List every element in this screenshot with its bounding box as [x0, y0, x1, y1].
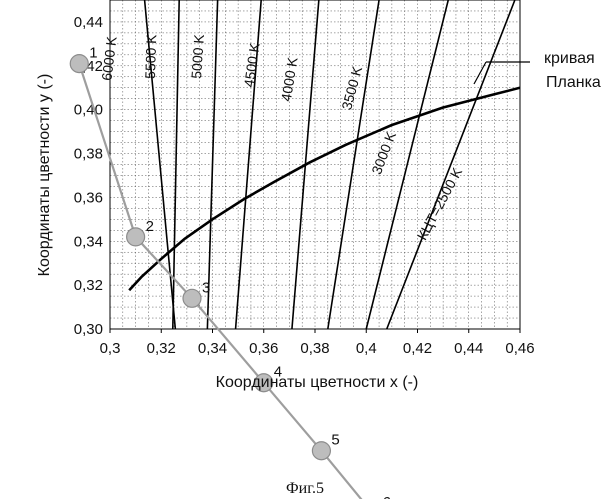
y-tick-label: 0,34	[74, 233, 103, 250]
x-tick-label: 0,38	[300, 340, 329, 357]
x-tick-label: 0,36	[249, 340, 278, 357]
sample-point-label: 6	[383, 494, 391, 499]
y-axis-title: Координаты цветности y (-)	[36, 74, 53, 277]
isotherm-line	[171, 0, 180, 329]
figure-caption: Фиг.5	[286, 480, 324, 497]
y-tick-label: 0,32	[74, 277, 103, 294]
isotherm-label: КЦТ=2500 K	[414, 164, 466, 242]
y-tick-label: 0,38	[74, 146, 103, 163]
y-tick-labels: 0,300,320,340,360,380,400,420,44	[74, 14, 103, 338]
isotherm-label: 4000 K	[278, 55, 301, 102]
x-tick-label: 0,34	[198, 340, 227, 357]
isotherm-label: 4500 K	[241, 41, 263, 88]
isotherm-line	[206, 0, 219, 329]
isotherm-label: 5500 K	[142, 33, 160, 79]
y-tick-label: 0,40	[74, 102, 103, 119]
isotherm-line	[386, 0, 516, 329]
y-tick-label: 0,30	[74, 321, 103, 338]
sample-point-label: 5	[331, 432, 339, 449]
sample-point	[182, 288, 202, 308]
y-tick-label: 0,36	[74, 189, 103, 206]
planck-label-line2: Планка	[546, 74, 601, 91]
x-axis-title: Координаты цветности x (-)	[216, 374, 419, 391]
sample-point-label: 3	[202, 279, 210, 296]
isotherm-line	[234, 0, 262, 329]
isotherm-line	[327, 0, 380, 329]
y-tick-label: 0,44	[74, 14, 103, 31]
sample-point	[126, 227, 146, 247]
x-tick-label: 0,44	[454, 340, 483, 357]
planck-curve-group	[128, 86, 520, 292]
sample-point	[254, 373, 274, 393]
x-tick-label: 0,4	[356, 340, 377, 357]
x-tick-label: 0,3	[100, 340, 121, 357]
isotherm-label: 6000 K	[98, 35, 119, 82]
grid	[110, 0, 520, 329]
sample-point-label: 2	[146, 218, 154, 235]
x-tick-label: 0,32	[147, 340, 176, 357]
isotherm-line	[365, 0, 450, 329]
planck-label-line1: кривая	[544, 50, 595, 67]
sample-point-label: 1	[89, 45, 97, 62]
sample-point	[69, 54, 89, 74]
sample-point	[311, 441, 332, 461]
planck-curve	[128, 86, 520, 292]
x-tick-label: 0,42	[403, 340, 432, 357]
planck-label-pointer	[473, 61, 487, 85]
x-tick-label: 0,46	[505, 340, 534, 357]
sample-points-line	[78, 63, 363, 499]
x-tick-labels: 0,3 0,32 0,34 0,36 0,38 0,4 0,42 0,44 0,46	[100, 329, 535, 357]
isotherm-label: 3000 K	[368, 129, 399, 177]
sample-point-label: 4	[274, 364, 282, 381]
isotherm-label: 5000 K	[188, 33, 207, 79]
isotherm-labels: 6000 K 5500 K 5000 K 4500 K 4000 K 3500 K3000…	[98, 33, 465, 243]
sample-points: 1 2 3 4 5 6	[69, 45, 391, 499]
